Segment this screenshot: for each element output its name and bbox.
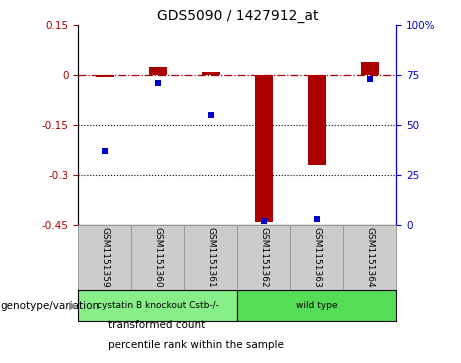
Bar	[361, 62, 379, 75]
Bar	[78, 225, 131, 290]
Text: GSM1151361: GSM1151361	[207, 227, 215, 288]
Text: GSM1151363: GSM1151363	[313, 227, 321, 288]
Bar	[343, 225, 396, 290]
Bar	[131, 225, 184, 290]
Text: wild type: wild type	[296, 301, 338, 310]
Text: GSM1151362: GSM1151362	[260, 227, 268, 288]
Text: genotype/variation: genotype/variation	[0, 301, 99, 311]
Bar	[290, 225, 343, 290]
Text: transformed count: transformed count	[108, 320, 206, 330]
Text: GSM1151359: GSM1151359	[100, 227, 109, 288]
Bar	[95, 75, 114, 77]
Bar	[78, 290, 237, 321]
Text: cystatin B knockout Cstb-/-: cystatin B knockout Cstb-/-	[97, 301, 219, 310]
Title: GDS5090 / 1427912_at: GDS5090 / 1427912_at	[157, 9, 318, 23]
Text: GSM1151360: GSM1151360	[154, 227, 162, 288]
Bar	[148, 67, 167, 75]
Bar	[254, 75, 273, 222]
Text: GSM1151364: GSM1151364	[366, 227, 374, 288]
Bar	[237, 290, 396, 321]
Bar	[184, 225, 237, 290]
Bar	[307, 75, 326, 165]
Text: ▶: ▶	[69, 301, 77, 311]
Text: percentile rank within the sample: percentile rank within the sample	[108, 340, 284, 350]
Bar	[201, 72, 220, 75]
Bar	[237, 225, 290, 290]
